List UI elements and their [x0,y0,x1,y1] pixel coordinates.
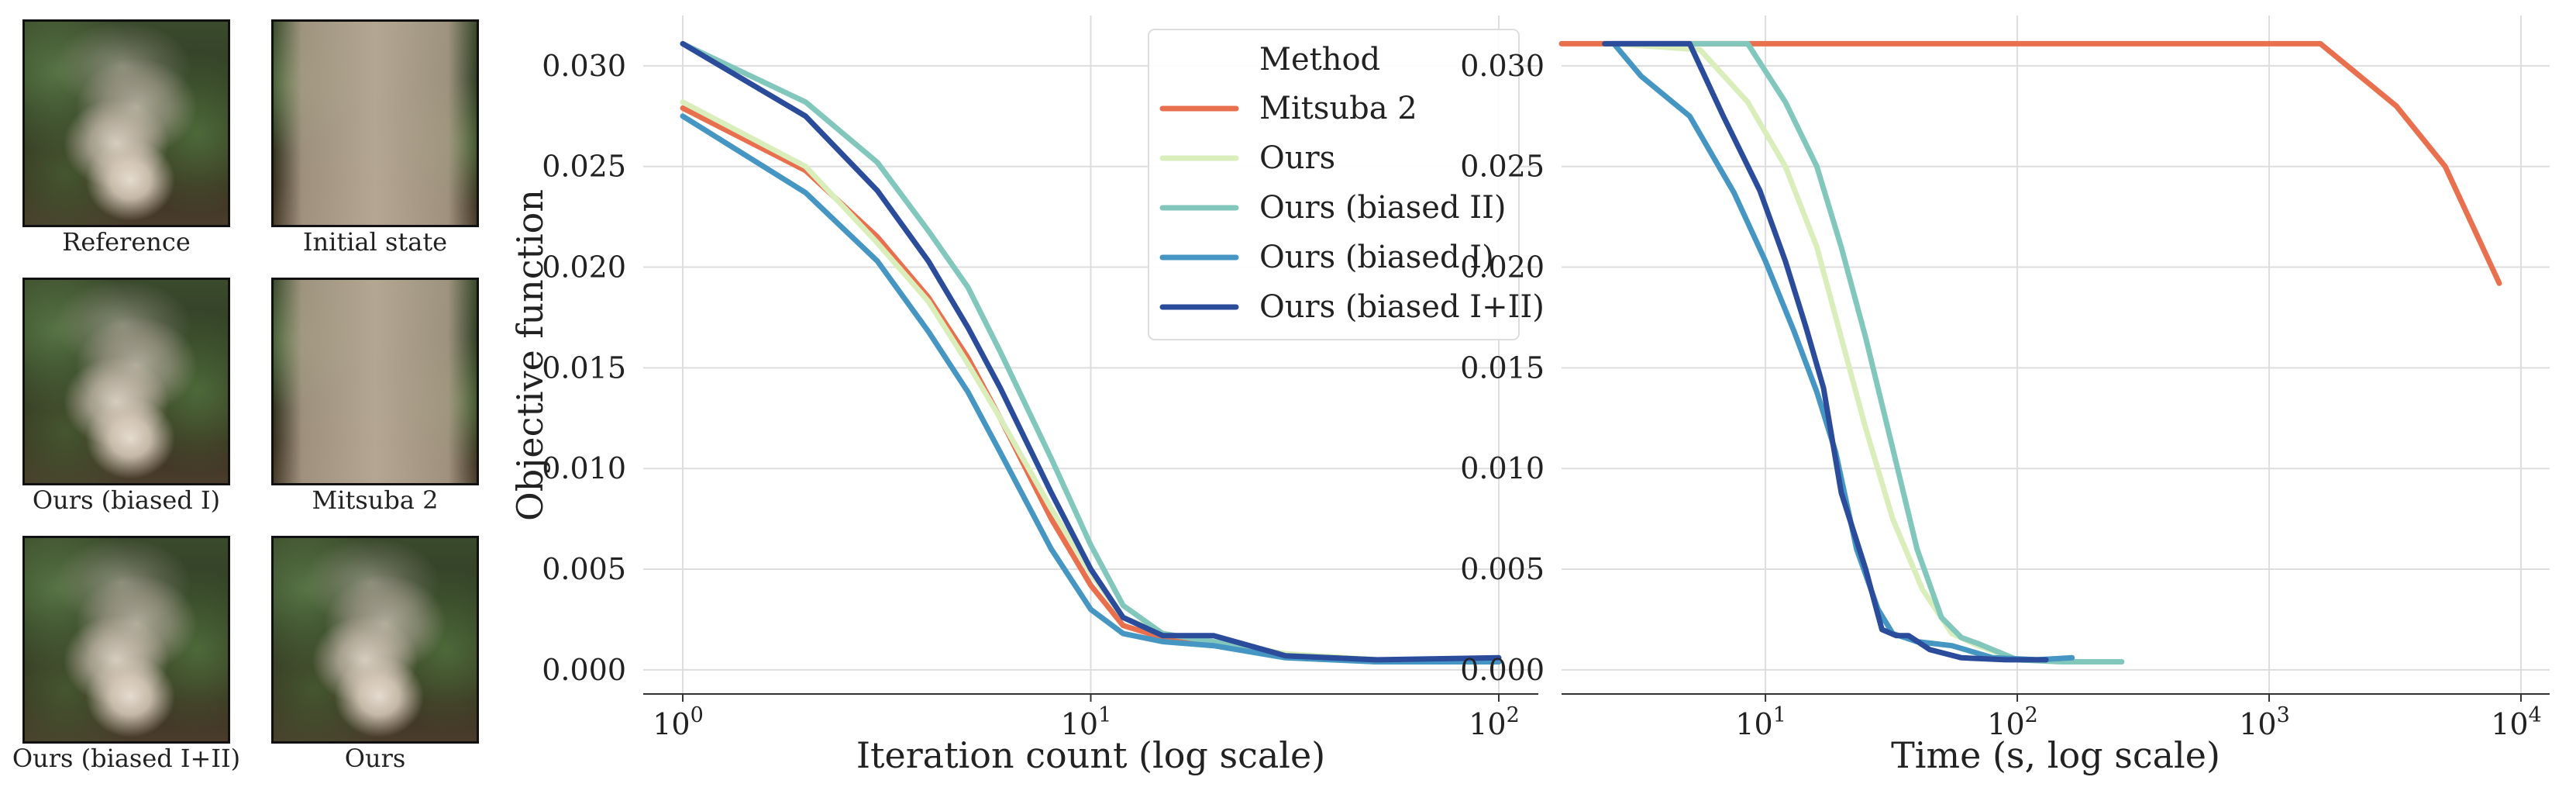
x-tick-base: 10 [2491,707,2528,741]
thumbnail-ours-biased-i [22,278,230,485]
thumbnail-label: Mitsuba 2 [312,485,439,515]
y-tick-label: 0.015 [542,350,626,385]
series-line-ours-biased-ii [1611,40,2125,665]
x-tick-label: 102 [1987,703,2038,741]
y-tick-label: 0.020 [1460,250,1545,285]
legend-box [1148,29,1520,340]
y-tick-label: 0.030 [1460,49,1545,83]
thumbnail-label: Initial state [302,227,448,257]
x-tick-exponent: 2 [1507,703,1520,727]
x-tick-exponent: 1 [1773,703,1786,727]
series-line-ours [1611,40,2120,665]
legend-entry-label: Ours (biased I+II) [1259,289,1545,325]
x-tick-label: 100 [653,703,704,741]
thumbnail-ours-biased-i-ii [22,536,230,744]
legend-entry-label: Ours (biased II) [1259,190,1507,226]
y-tick-label: 0.030 [542,49,626,83]
legend-entry-label: Mitsuba 2 [1259,91,1417,126]
y-axis-label: Objective function [509,189,551,521]
y-tick-label: 0.005 [1460,552,1545,586]
series-line-mitsuba-2 [680,105,1502,665]
x-tick-exponent: 4 [2529,703,2542,727]
series-line-ours-biased-i [1611,40,2075,663]
series-line-mitsuba-2 [1558,40,2502,286]
y-tick-label: 0.010 [542,451,626,485]
x-tick-exponent: 3 [2277,703,2290,727]
x-axis-label: Iteration count (log scale) [856,734,1325,776]
y-tick-label: 0.010 [1460,451,1545,485]
x-tick-exponent: 2 [2025,703,2038,727]
legend: Method Mitsuba 2 Ours Ours (biased II) Ours … [1148,29,1545,340]
series-line-ours-biased-ii [680,40,1502,665]
x-tick-base: 10 [653,707,690,741]
thumbnail-initial-state [271,19,479,227]
series-line-ours [680,99,1502,665]
thumbnail-ours [271,536,479,744]
x-tick-label: 104 [2491,703,2542,741]
x-tick-exponent: 1 [1098,703,1111,727]
thumbnail-label: Ours (biased I) [32,485,221,515]
x-tick-label: 101 [1061,703,1112,741]
x-tick-label: 102 [1469,703,1520,741]
x-tick-base: 10 [1735,707,1772,741]
y-tick-label: 0.020 [542,250,626,285]
x-tick-exponent: 0 [690,703,704,727]
x-tick-base: 10 [1469,707,1506,741]
x-tick-base: 10 [1061,707,1098,741]
legend-entry-label: Ours [1259,140,1335,176]
thumbnail-mitsuba-2 [271,278,479,485]
y-tick-label: 0.005 [542,552,626,586]
thumbnail-label: Ours [344,744,406,773]
series-line-ours-biased-i-ii [680,40,1502,663]
thumbnail-label: Reference [62,227,191,257]
y-tick-label: 0.000 [1460,653,1545,687]
series-line-ours-biased-i [680,113,1502,665]
y-tick-label: 0.000 [542,653,626,687]
legend-entry-label: Ours (biased I) [1259,240,1494,275]
legend-title: Method [1259,42,1380,78]
thumbnail-label: Ours (biased I+II) [12,744,241,773]
series-line-ours-biased-i-ii [1602,40,2049,663]
y-tick-label: 0.015 [1460,350,1545,385]
y-tick-label: 0.025 [542,150,626,184]
y-tick-label: 0.025 [1460,150,1545,184]
x-tick-base: 10 [1987,707,2024,741]
x-tick-label: 101 [1735,703,1786,741]
x-tick-base: 10 [2239,707,2276,741]
thumbnail-reference [22,19,230,227]
x-axis-label: Time (s, log scale) [1891,734,2220,776]
x-tick-label: 103 [2239,703,2290,741]
